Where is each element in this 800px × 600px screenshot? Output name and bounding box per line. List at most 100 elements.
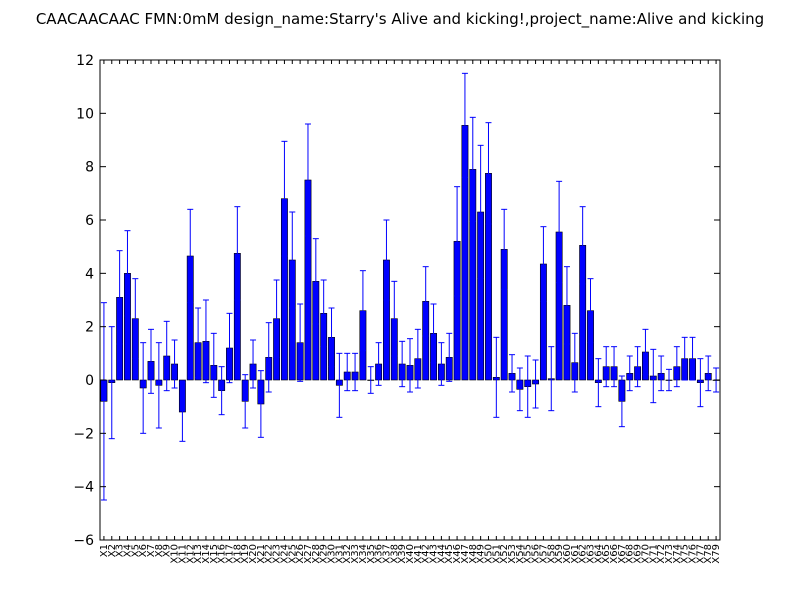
error-bar <box>532 359 539 409</box>
x-tick-label: X65 <box>601 544 612 564</box>
error-bar <box>297 303 304 382</box>
x-tick-label: X16 <box>217 544 228 564</box>
x-tick-label: X22 <box>264 544 275 564</box>
x-tick-label: X4 <box>122 544 133 557</box>
error-bar <box>516 367 523 412</box>
x-tick-label: X68 <box>625 544 636 564</box>
error-bar <box>187 208 194 304</box>
error-bar <box>391 280 398 357</box>
x-tick-label: X33 <box>350 544 361 564</box>
error-bar <box>132 278 139 360</box>
error-bar <box>603 346 610 388</box>
error-bar <box>257 370 264 438</box>
error-bar <box>367 366 374 394</box>
error-bar <box>618 375 625 428</box>
error-bar <box>705 355 712 392</box>
error-bar <box>289 211 296 309</box>
error-bar <box>658 355 665 392</box>
error-bar <box>124 230 131 317</box>
x-tick-label: X11 <box>177 544 188 564</box>
error-bar <box>383 219 390 301</box>
error-bar <box>375 342 382 386</box>
x-tick-label: X53 <box>507 544 518 564</box>
error-bar <box>673 346 680 388</box>
x-tick-label: X6 <box>138 544 149 557</box>
error-bar <box>579 206 586 285</box>
error-bar <box>242 374 249 429</box>
error-bar <box>320 279 327 348</box>
y-tick-label: 10 <box>76 106 94 122</box>
error-bar <box>179 382 186 442</box>
x-tick-label: X66 <box>609 544 620 564</box>
x-tick-label: X70 <box>640 544 651 564</box>
x-tick-label: X78 <box>703 544 714 564</box>
error-bar <box>148 328 155 394</box>
x-tick-label: X43 <box>429 544 440 564</box>
error-bar <box>611 346 618 388</box>
error-bar <box>524 355 531 418</box>
x-tick-label: X44 <box>436 544 447 564</box>
error-bar <box>273 279 280 358</box>
error-bar <box>312 238 319 325</box>
error-bar <box>281 140 288 257</box>
x-tick-label: X57 <box>538 544 549 564</box>
x-tick-label: X34 <box>358 544 369 564</box>
error-bar <box>626 355 633 392</box>
error-bar <box>430 303 437 364</box>
x-tick-label: X18 <box>232 544 243 564</box>
error-bar <box>336 352 343 418</box>
x-tick-label: X36 <box>374 544 385 564</box>
x-tick-label: X55 <box>523 544 534 564</box>
x-tick-label: X31 <box>334 544 345 564</box>
x-tick-label: X75 <box>680 544 691 564</box>
x-tick-label: X10 <box>170 544 181 564</box>
error-bar <box>226 312 233 384</box>
x-tick-label: X64 <box>593 544 604 564</box>
x-tick-label: X39 <box>397 544 408 564</box>
error-bar <box>414 328 421 389</box>
x-tick-label: X49 <box>476 544 487 564</box>
y-tick-label: 4 <box>85 266 94 282</box>
y-tick-label: 6 <box>85 213 94 229</box>
error-bar <box>697 358 704 408</box>
x-tick-label: X46 <box>452 544 463 564</box>
error-bar <box>501 208 508 290</box>
x-tick-label: X2 <box>107 544 118 557</box>
x-tick-label: X37 <box>381 544 392 564</box>
error-bar <box>407 338 413 393</box>
x-tick-label: X9 <box>162 544 173 557</box>
y-tick-label: 2 <box>85 320 94 336</box>
x-tick-label: X25 <box>287 544 298 564</box>
error-bar <box>265 322 272 393</box>
error-bar <box>250 339 257 389</box>
error-bar <box>344 352 351 392</box>
x-tick-label: X32 <box>342 544 353 564</box>
y-tick-label: −2 <box>73 426 94 442</box>
x-tick-label: X7 <box>146 544 157 557</box>
error-bar <box>422 266 429 337</box>
x-tick-label: X45 <box>444 544 455 564</box>
x-tick-label: X17 <box>224 544 235 564</box>
x-tick-label: X1 <box>99 544 110 557</box>
error-bar <box>556 180 563 284</box>
x-tick-label: X74 <box>672 544 683 564</box>
x-tick-label: X63 <box>586 544 597 564</box>
error-bar <box>548 346 555 412</box>
error-bar <box>108 326 115 440</box>
error-bar <box>587 278 594 344</box>
x-tick-label: X28 <box>311 544 322 564</box>
error-bar <box>210 332 217 398</box>
error-bar <box>234 206 241 301</box>
error-bar <box>438 342 445 386</box>
error-bar <box>140 342 147 434</box>
x-tick-label: X73 <box>664 544 675 564</box>
x-tick-label: X61 <box>570 544 581 564</box>
error-bar <box>681 336 688 381</box>
error-bars-layer <box>100 72 720 501</box>
error-bar <box>304 123 311 237</box>
error-bar <box>359 270 366 352</box>
error-bar <box>595 358 602 408</box>
error-bar <box>642 328 649 376</box>
x-tick-label: X19 <box>240 544 251 564</box>
